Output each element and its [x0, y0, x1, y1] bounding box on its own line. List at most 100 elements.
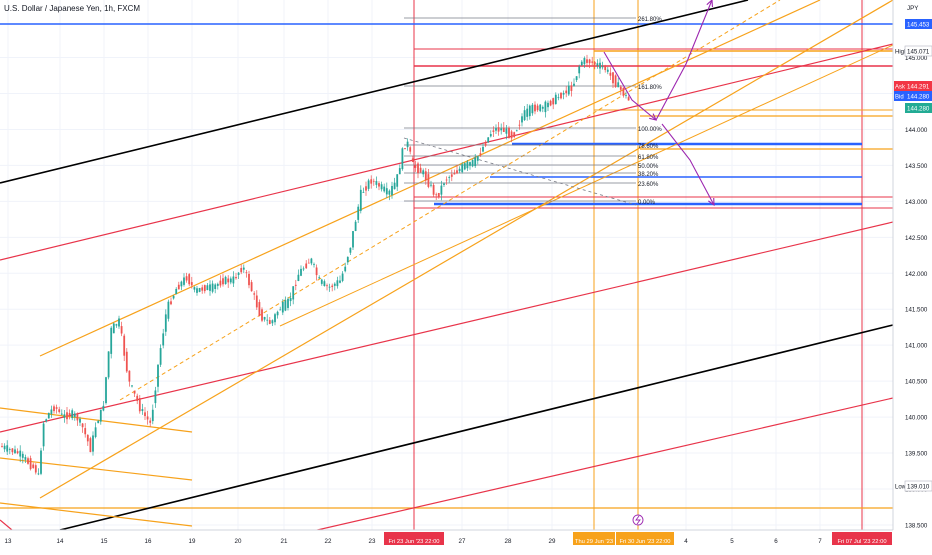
candle-body — [422, 170, 425, 175]
candle-body — [105, 377, 107, 404]
candle-body — [84, 428, 87, 435]
candle-body — [606, 69, 609, 72]
candle-body — [562, 92, 565, 95]
red-channel-mid — [0, 221, 894, 433]
candle-body — [586, 59, 588, 63]
candle-body — [349, 247, 352, 253]
candle-body — [6, 445, 9, 452]
candle-body — [294, 284, 297, 286]
bid-badge[interactable] — [905, 91, 932, 101]
time-badge[interactable] — [384, 532, 444, 545]
candle-body — [406, 141, 409, 148]
candle-body — [123, 335, 126, 356]
ask-badge[interactable] — [905, 81, 932, 91]
candle-body — [539, 104, 542, 112]
candle-body — [302, 268, 305, 270]
fib-level-label: 261.80% — [638, 17, 662, 23]
purple-arrows[interactable] — [603, 0, 715, 207]
arrow-head-icon — [706, 0, 713, 8]
candle-body — [567, 85, 570, 95]
last-price-badge[interactable] — [905, 103, 932, 113]
candle-body — [450, 174, 453, 177]
high-badge[interactable] — [904, 45, 932, 57]
time-badge-label: Fri 23 Jun '23 22:00 — [388, 539, 439, 545]
candle-body — [81, 423, 84, 428]
candle-body — [456, 170, 458, 174]
candle-body — [604, 66, 607, 71]
candle-body — [614, 75, 617, 88]
time-tick: 21 — [281, 538, 288, 545]
candle-body — [580, 61, 583, 66]
candle-body — [58, 409, 61, 412]
candle-body — [502, 127, 505, 133]
candle-body — [110, 327, 113, 354]
candle-body — [476, 156, 479, 161]
black-channel-bottom — [59, 324, 894, 531]
candle-body — [14, 449, 16, 454]
price-tick: 143.000 — [905, 199, 928, 206]
candle-body — [55, 407, 58, 409]
top-level-badge[interactable] — [905, 19, 932, 29]
candle-body — [253, 293, 256, 295]
candle-body — [107, 351, 110, 378]
candle-body — [528, 105, 531, 117]
candle-body — [404, 148, 406, 150]
candle-body — [307, 262, 310, 264]
candle-body — [547, 102, 549, 108]
fib-retracement[interactable]: 261.80% 161.80% 100.00% 78.60% 61.80% 50.00% 3… — [403, 17, 662, 206]
candle-body — [612, 72, 614, 84]
candle-body — [289, 298, 292, 302]
price-tick: 141.000 — [905, 343, 928, 350]
candle-body — [242, 267, 245, 270]
candle-body — [63, 414, 66, 418]
candle-body — [144, 412, 146, 417]
candle-body — [274, 314, 276, 323]
candle-body — [237, 272, 240, 275]
price-tick: 145.000 — [905, 55, 928, 62]
fib-level-label: 0.00% — [638, 200, 656, 206]
candle-body — [170, 301, 172, 305]
candle-body — [508, 127, 510, 139]
candle-body — [89, 438, 92, 453]
candle-body — [315, 267, 318, 276]
price-axis[interactable]: 138.500139.000139.500140.000140.500141.0… — [892, 0, 932, 550]
candle-body — [222, 278, 224, 285]
candle-body — [263, 317, 266, 320]
candle-body — [357, 206, 360, 220]
purple-arrow-target[interactable] — [661, 123, 715, 206]
candle-body — [138, 398, 141, 412]
candle-body — [625, 95, 627, 97]
purple-arrow-down[interactable] — [603, 51, 657, 121]
candle-body — [596, 63, 599, 66]
vertical-lines — [413, 0, 863, 530]
price-tick: 142.000 — [905, 271, 928, 278]
candle-body — [11, 448, 14, 453]
candle-body — [458, 168, 461, 172]
candle-body — [183, 277, 185, 285]
bid-value: 144.280 — [907, 94, 930, 101]
low-badge[interactable] — [904, 480, 932, 492]
candle-body — [466, 161, 469, 169]
time-badge[interactable] — [573, 532, 615, 545]
candle-body — [172, 295, 175, 299]
orange-channel-median — [119, 0, 781, 401]
time-badge[interactable] — [616, 532, 674, 545]
candle-body — [417, 163, 419, 174]
candle-body — [118, 318, 120, 327]
candle-body — [471, 159, 474, 167]
candle-body — [40, 450, 42, 474]
time-axis[interactable]: 131415161920212223272829456710Fri 23 Jun… — [0, 514, 893, 550]
purple-arrow-up[interactable] — [655, 0, 713, 121]
candle-body — [99, 409, 102, 422]
time-tick: 5 — [730, 538, 734, 545]
candle-body — [479, 153, 482, 155]
candle-body — [544, 101, 547, 113]
candle-body — [427, 174, 430, 187]
candle-body — [599, 62, 601, 69]
orange-short-line — [0, 407, 193, 433]
red-channel-bottom — [229, 397, 894, 551]
candle-body — [29, 458, 32, 470]
time-badge[interactable] — [832, 532, 892, 545]
